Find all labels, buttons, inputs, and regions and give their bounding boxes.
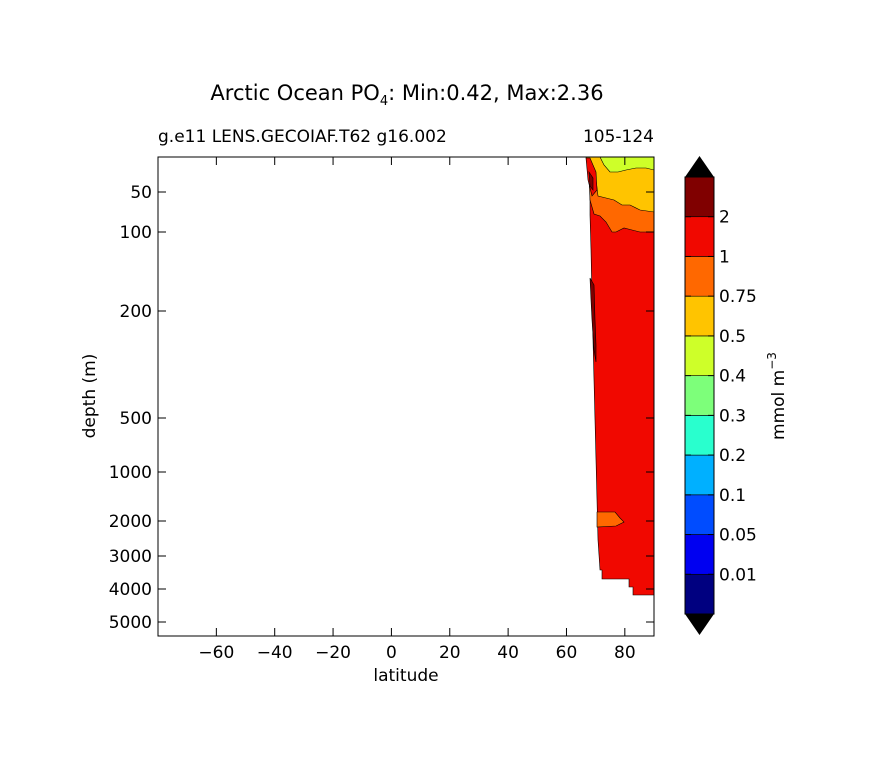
chart-title-main: Arctic Ocean PO — [210, 81, 379, 105]
colorbar-level-label: 0.4 — [719, 367, 746, 387]
colorbar-segment — [684, 216, 715, 257]
x-tick-label: −60 — [198, 643, 234, 663]
y-tick-label: 4000 — [109, 580, 152, 600]
colorbar-level-label: 0.5 — [719, 327, 746, 347]
y-tick-label: 500 — [120, 409, 152, 429]
colorbar-segment — [684, 335, 715, 376]
colorbar-frame — [684, 176, 715, 615]
region-deep-layer — [596, 511, 625, 528]
colorbar-segment — [684, 573, 715, 615]
x-tick-label: 20 — [439, 643, 461, 663]
subtitle-left: g.e11 LENS.GECOIAF.T62 g16.002 — [158, 127, 447, 147]
subtitle-right: 105-124 — [583, 127, 654, 147]
region-near-surface-layer — [599, 157, 654, 173]
colorbar-segment — [684, 415, 715, 456]
y-tick-label: 100 — [120, 223, 152, 243]
x-tick-label: 80 — [614, 643, 636, 663]
y-axis-ticks: 50 100 200 500 1000 2000 3000 4000 5000 — [109, 183, 654, 633]
colorbar: 0.01 0.05 0.1 0.2 0.3 0.4 0.5 0.75 1 2 — [684, 156, 757, 635]
colorbar-level-label: 0.1 — [719, 486, 746, 506]
colorbar-segment — [684, 494, 715, 535]
colorbar-segment — [684, 256, 715, 297]
x-tick-label: 40 — [497, 643, 519, 663]
chart-title-stats: : Min:0.42, Max:2.36 — [388, 81, 603, 105]
colorbar-level-label: 2 — [719, 208, 730, 228]
contour-regions — [585, 157, 654, 596]
colorbar-level-label: 0.3 — [719, 406, 746, 426]
x-axis-ticks: −60 −40 −20 0 20 40 60 80 — [198, 157, 636, 663]
x-tick-label: 0 — [386, 643, 397, 663]
colorbar-label: mmol m−3 — [765, 352, 789, 440]
colorbar-segment — [684, 454, 715, 496]
chart-title: Arctic Ocean PO4: Min:0.42, Max:2.36 — [210, 81, 603, 109]
y-tick-label: 200 — [120, 302, 152, 322]
x-tick-label: −40 — [257, 643, 293, 663]
y-tick-label: 50 — [130, 183, 152, 203]
colorbar-segment — [684, 295, 715, 337]
colorbar-segment — [684, 534, 715, 575]
plot-area — [157, 156, 655, 637]
region-deep-ocean — [589, 157, 654, 596]
colorbar-extend-bottom — [685, 614, 714, 635]
colorbar-level-label: 0.75 — [719, 287, 757, 307]
y-tick-label: 2000 — [109, 512, 152, 532]
region-shelf-maximum-top — [588, 170, 594, 191]
region-shelf-maximum — [589, 277, 597, 363]
colorbar-level-label: 0.01 — [719, 565, 757, 585]
y-axis-label: depth (m) — [80, 354, 100, 439]
y-tick-label: 1000 — [109, 463, 152, 483]
chart-title-subscript: 4 — [380, 94, 388, 109]
colorbar-label-superscript: −3 — [765, 352, 779, 370]
colorbar-segment — [684, 375, 715, 416]
x-tick-label: −20 — [315, 643, 351, 663]
y-tick-label: 3000 — [109, 547, 152, 567]
colorbar-label-text: mmol m — [769, 370, 789, 440]
colorbar-level-label: 0.2 — [719, 446, 746, 466]
y-tick-label: 5000 — [109, 613, 152, 633]
colorbar-segment — [684, 176, 715, 218]
x-axis-label: latitude — [373, 666, 438, 686]
x-tick-label: 60 — [556, 643, 578, 663]
colorbar-level-label: 1 — [719, 247, 730, 267]
plot-frame — [157, 156, 655, 637]
colorbar-extend-top — [685, 156, 714, 177]
colorbar-level-label: 0.05 — [719, 526, 757, 546]
